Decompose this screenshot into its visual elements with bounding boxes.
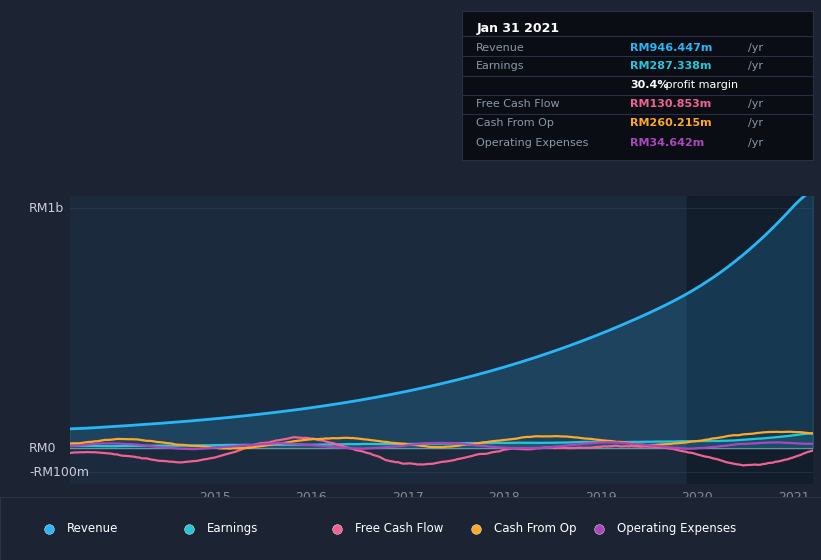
Text: /yr: /yr bbox=[748, 99, 763, 109]
Text: Earnings: Earnings bbox=[207, 522, 259, 535]
Text: Jan 31 2021: Jan 31 2021 bbox=[476, 22, 559, 35]
Text: Earnings: Earnings bbox=[476, 61, 525, 71]
Text: Operating Expenses: Operating Expenses bbox=[476, 138, 589, 148]
Text: Cash From Op: Cash From Op bbox=[494, 522, 576, 535]
Text: RM1b: RM1b bbox=[29, 202, 64, 214]
Text: /yr: /yr bbox=[748, 138, 763, 148]
Text: RM946.447m: RM946.447m bbox=[631, 43, 713, 53]
Text: /yr: /yr bbox=[748, 43, 763, 53]
Text: RM130.853m: RM130.853m bbox=[631, 99, 712, 109]
Text: 30.4%: 30.4% bbox=[631, 81, 669, 90]
Text: Revenue: Revenue bbox=[67, 522, 119, 535]
Text: RM260.215m: RM260.215m bbox=[631, 118, 712, 128]
Text: profit margin: profit margin bbox=[662, 81, 738, 90]
Text: RM0: RM0 bbox=[29, 442, 57, 455]
Text: Free Cash Flow: Free Cash Flow bbox=[476, 99, 560, 109]
Text: RM34.642m: RM34.642m bbox=[631, 138, 704, 148]
Text: Revenue: Revenue bbox=[476, 43, 525, 53]
Text: Operating Expenses: Operating Expenses bbox=[617, 522, 736, 535]
Text: /yr: /yr bbox=[748, 118, 763, 128]
Text: -RM100m: -RM100m bbox=[29, 466, 89, 479]
Text: Free Cash Flow: Free Cash Flow bbox=[355, 522, 443, 535]
Text: RM287.338m: RM287.338m bbox=[631, 61, 712, 71]
Text: Cash From Op: Cash From Op bbox=[476, 118, 554, 128]
Bar bbox=[687, 196, 813, 484]
Text: /yr: /yr bbox=[748, 61, 763, 71]
